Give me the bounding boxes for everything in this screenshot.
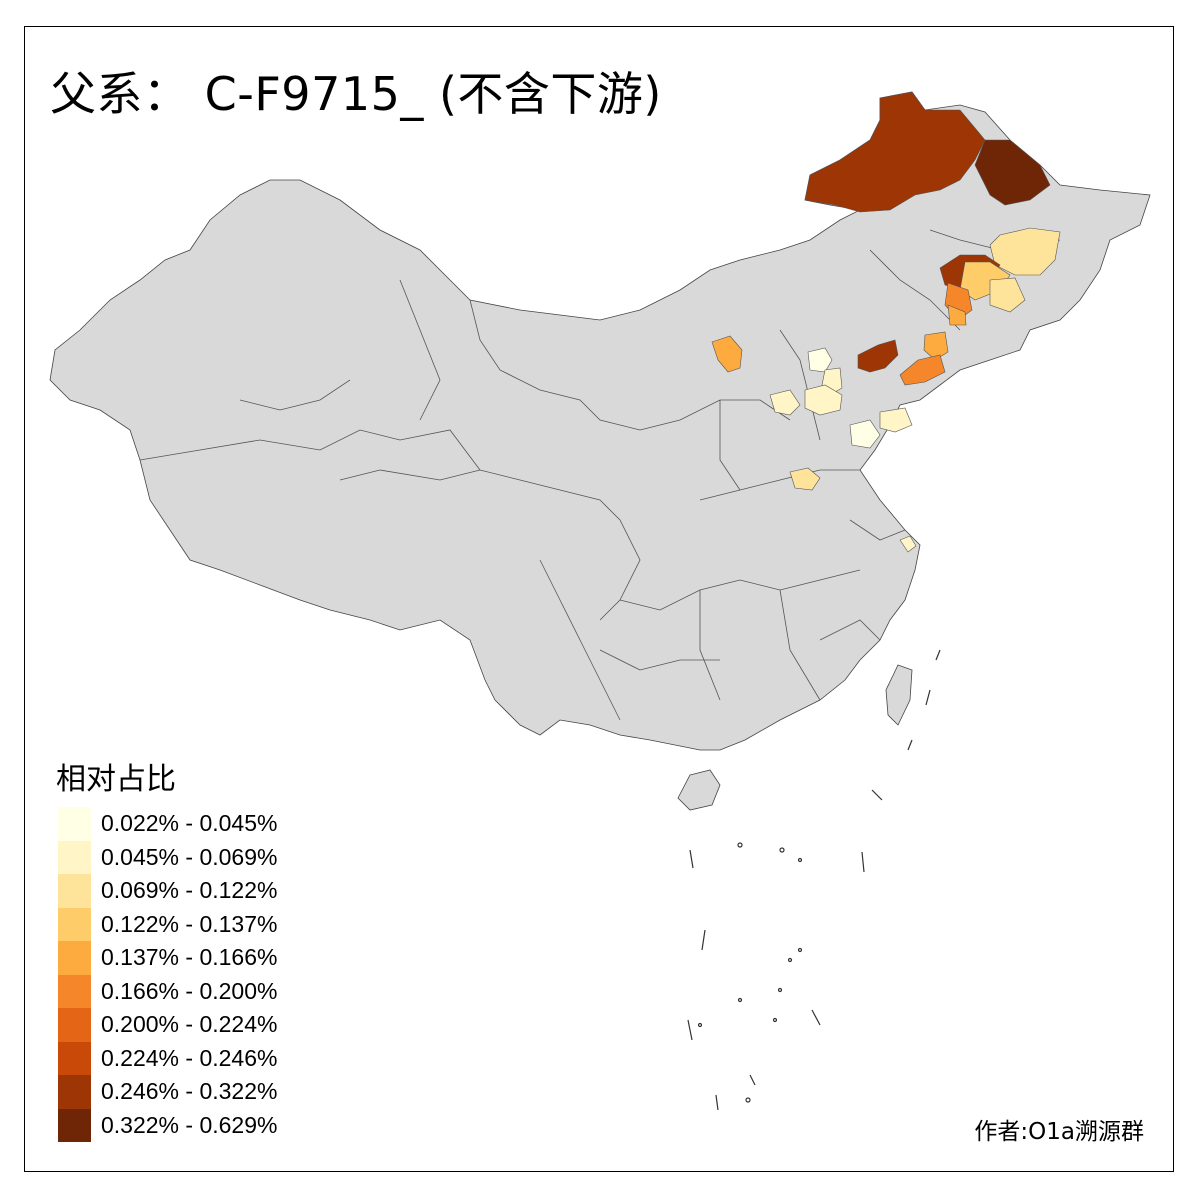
china-mainland xyxy=(49,91,1151,751)
legend-swatch xyxy=(58,1008,91,1042)
legend-item: 0.322% - 0.629% xyxy=(58,1108,278,1142)
region-hulunbuir xyxy=(804,91,986,213)
legend-label: 0.200% - 0.224% xyxy=(101,1011,278,1038)
hainan-island xyxy=(677,769,721,811)
region-jinzhou xyxy=(857,339,899,373)
taiwan-island xyxy=(885,664,913,726)
region-henan xyxy=(789,467,821,491)
legend-label: 0.246% - 0.322% xyxy=(101,1078,278,1105)
legend-item: 0.022% - 0.045% xyxy=(58,807,277,841)
legend-swatch xyxy=(58,807,91,841)
region-shenyang xyxy=(923,331,949,361)
legend-swatch xyxy=(58,941,91,975)
legend-label: 0.224% - 0.246% xyxy=(101,1044,278,1071)
legend-swatch xyxy=(58,974,91,1008)
region-hebei-south xyxy=(804,384,843,416)
legend-title: 相对占比 xyxy=(56,762,176,797)
region-anshan xyxy=(899,354,946,386)
region-shanghai xyxy=(899,535,917,553)
legend-item: 0.122% - 0.137% xyxy=(58,907,278,941)
legend-item: 0.200% - 0.224% xyxy=(58,1008,277,1042)
legend-label: 0.122% - 0.137% xyxy=(101,910,278,937)
author-credit: 作者:O1a溯源群 xyxy=(974,1119,1144,1145)
legend-label: 0.137% - 0.166% xyxy=(101,944,278,971)
map-title: 父系： C-F9715_ (不含下游) xyxy=(50,67,662,121)
legend: 0.022% - 0.045% 0.045% - 0.069% 0.069% -… xyxy=(58,807,277,1142)
legend-label: 0.322% - 0.629% xyxy=(101,1111,278,1138)
legend-item: 0.224% - 0.246% xyxy=(58,1041,278,1075)
legend-swatch xyxy=(58,840,91,874)
region-harbin xyxy=(989,227,1061,276)
region-jilin xyxy=(989,277,1026,313)
legend-item: 0.166% - 0.200% xyxy=(58,974,278,1008)
region-beijing xyxy=(807,347,833,373)
region-shanxi xyxy=(769,389,801,416)
legend-label: 0.069% - 0.122% xyxy=(101,877,278,904)
region-hohhot xyxy=(711,335,743,373)
region-shandong-north xyxy=(849,419,881,449)
legend-item: 0.137% - 0.166% xyxy=(58,941,277,975)
legend-item: 0.246% - 0.322% xyxy=(58,1075,277,1109)
south-china-sea-islands xyxy=(687,649,941,1111)
region-liaoyuan xyxy=(947,304,967,326)
highlighted-regions xyxy=(711,91,1061,553)
legend-swatch xyxy=(58,1108,91,1142)
legend-label: 0.045% - 0.069% xyxy=(101,843,278,870)
region-heihe xyxy=(974,139,1051,206)
region-shandong-east xyxy=(879,407,913,433)
legend-label: 0.022% - 0.045% xyxy=(101,810,278,837)
legend-swatch xyxy=(58,1075,91,1109)
legend-label: 0.166% - 0.200% xyxy=(101,977,278,1004)
legend-item: 0.069% - 0.122% xyxy=(58,874,277,908)
legend-swatch xyxy=(58,874,91,908)
legend-swatch xyxy=(58,1041,91,1075)
legend-item: 0.045% - 0.069% xyxy=(58,840,278,874)
legend-swatch xyxy=(58,907,91,941)
province-borders xyxy=(139,229,1061,721)
